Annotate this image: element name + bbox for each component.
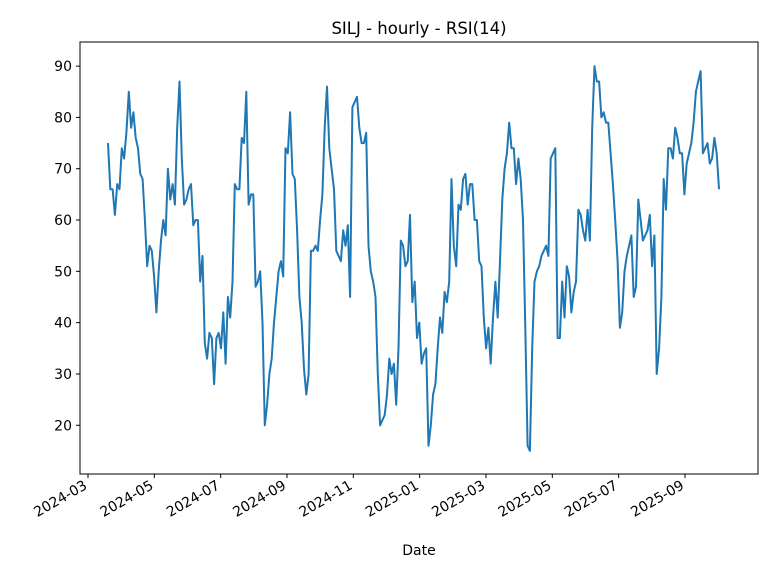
y-tick-label: 90 <box>54 59 72 75</box>
y-tick-label: 20 <box>54 418 72 434</box>
y-tick-label: 50 <box>54 264 72 280</box>
axes-frame <box>79 41 759 475</box>
y-tick-label: 70 <box>54 162 72 178</box>
y-tick-label: 30 <box>54 367 72 383</box>
chart-title: SILJ - hourly - RSI(14) <box>331 19 506 38</box>
y-tick-label: 60 <box>54 213 72 229</box>
y-tick-label: 80 <box>54 110 72 126</box>
y-tick-label: 40 <box>54 316 72 332</box>
line-series <box>107 65 720 452</box>
x-axis-label: Date <box>402 543 435 559</box>
